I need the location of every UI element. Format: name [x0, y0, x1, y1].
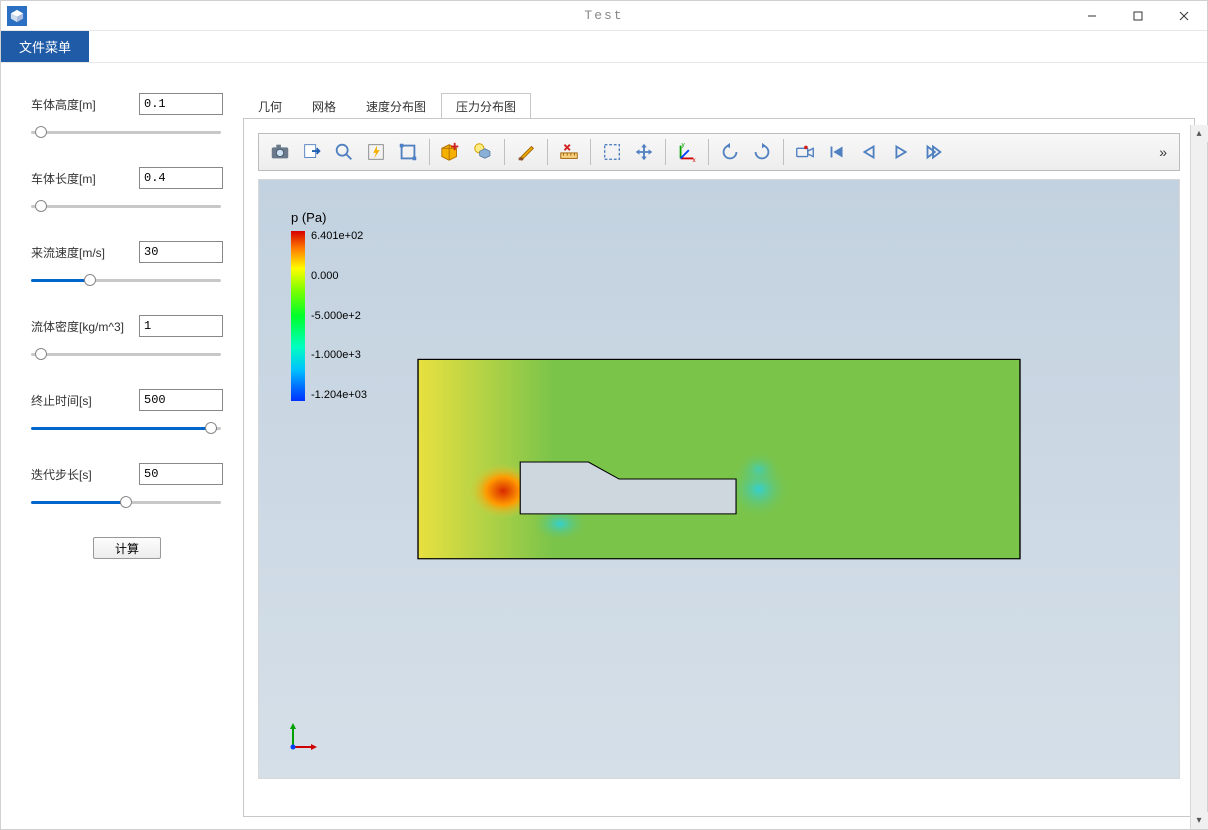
- param-label: 终止时间[s]: [31, 392, 131, 409]
- param-slider[interactable]: [31, 130, 221, 134]
- flash-box-icon[interactable]: [361, 137, 391, 167]
- toolbar-separator: [590, 139, 591, 165]
- maximize-button[interactable]: [1115, 1, 1161, 31]
- viz-canvas[interactable]: p (Pa) 6.401e+020.000-5.000e+2-1.000e+3-…: [258, 179, 1180, 779]
- param-label: 来流速度[m/s]: [31, 244, 131, 261]
- calculate-button[interactable]: 计算: [93, 537, 161, 559]
- rotate-ccw-icon[interactable]: [715, 137, 745, 167]
- pressure-field-plot: [259, 180, 1179, 778]
- minimize-button[interactable]: [1069, 1, 1115, 31]
- content-area: 车体高度[m] 车体长度[m] 来流速度[m/s] 流体密度[kg/m^3] 终止时间[…: [1, 63, 1207, 829]
- rotate-cw-icon[interactable]: [747, 137, 777, 167]
- param-label: 迭代步长[s]: [31, 466, 131, 483]
- viz-toolbar: yx»: [258, 133, 1180, 171]
- param-row: 迭代步长[s]: [31, 463, 223, 509]
- visualization-container: yx» p (Pa) 6.401e+020.000-5.000e+2-1.000…: [243, 118, 1195, 817]
- param-input[interactable]: [139, 241, 223, 263]
- cube-plus-icon[interactable]: [436, 137, 466, 167]
- param-input[interactable]: [139, 389, 223, 411]
- param-slider[interactable]: [31, 204, 221, 208]
- param-row: 车体高度[m]: [31, 93, 223, 139]
- camera-icon[interactable]: [265, 137, 295, 167]
- brush-icon[interactable]: [511, 137, 541, 167]
- bulb-3d-icon[interactable]: [468, 137, 498, 167]
- axis-reset-icon[interactable]: yx: [672, 137, 702, 167]
- svg-text:y: y: [682, 142, 686, 149]
- param-row: 终止时间[s]: [31, 389, 223, 435]
- param-slider[interactable]: [31, 500, 221, 504]
- toolbar-separator: [547, 139, 548, 165]
- param-slider[interactable]: [31, 426, 221, 430]
- tab[interactable]: 压力分布图: [441, 93, 531, 119]
- window-controls: [1069, 1, 1207, 31]
- toolbar-separator: [708, 139, 709, 165]
- toolbar-separator: [429, 139, 430, 165]
- parameters-panel: 车体高度[m] 车体长度[m] 来流速度[m/s] 流体密度[kg/m^3] 终止时间[…: [13, 93, 223, 817]
- svg-text:x: x: [693, 157, 697, 163]
- toolbar-separator: [504, 139, 505, 165]
- skip-first-icon[interactable]: [822, 137, 852, 167]
- select-dashed-icon[interactable]: [597, 137, 627, 167]
- window-title: Test: [584, 8, 623, 23]
- tab[interactable]: 网格: [297, 93, 351, 119]
- menu-file[interactable]: 文件菜单: [1, 31, 89, 62]
- scroll-up-icon[interactable]: ▴: [1191, 125, 1208, 142]
- play-icon[interactable]: [886, 137, 916, 167]
- app-window: Test 文件菜单 车体高度[m] 车体长度[m] 来流速度[m/s] 流体密度[kg…: [0, 0, 1208, 830]
- toolbar-overflow-icon[interactable]: »: [1153, 144, 1173, 160]
- main-panel: 几何网格速度分布图压力分布图 yx» p (Pa) 6.401e+020.000…: [243, 93, 1195, 817]
- tab[interactable]: 速度分布图: [351, 93, 441, 119]
- param-input[interactable]: [139, 93, 223, 115]
- move-arrows-icon[interactable]: [629, 137, 659, 167]
- param-label: 车体长度[m]: [31, 170, 131, 187]
- param-label: 流体密度[kg/m^3]: [31, 318, 131, 335]
- step-back-icon[interactable]: [854, 137, 884, 167]
- video-camera-icon[interactable]: [790, 137, 820, 167]
- ruler-x-icon[interactable]: [554, 137, 584, 167]
- scroll-thumb[interactable]: [1192, 142, 1207, 812]
- toolbar-separator: [783, 139, 784, 165]
- param-row: 来流速度[m/s]: [31, 241, 223, 287]
- tabs: 几何网格速度分布图压力分布图: [243, 93, 1195, 119]
- export-icon[interactable]: [297, 137, 327, 167]
- app-icon: [7, 6, 27, 26]
- param-row: 车体长度[m]: [31, 167, 223, 213]
- titlebar: Test: [1, 1, 1207, 31]
- scroll-down-icon[interactable]: ▾: [1191, 812, 1208, 829]
- param-slider[interactable]: [31, 352, 221, 356]
- zoom-icon[interactable]: [329, 137, 359, 167]
- param-label: 车体高度[m]: [31, 96, 131, 113]
- param-input[interactable]: [139, 315, 223, 337]
- tab[interactable]: 几何: [243, 93, 297, 119]
- param-slider[interactable]: [31, 278, 221, 282]
- toolbar-separator: [665, 139, 666, 165]
- axis-tripod-icon: [287, 719, 321, 758]
- param-row: 流体密度[kg/m^3]: [31, 315, 223, 361]
- param-input[interactable]: [139, 167, 223, 189]
- close-button[interactable]: [1161, 1, 1207, 31]
- step-forward-icon[interactable]: [918, 137, 948, 167]
- menubar: 文件菜单: [1, 31, 1207, 63]
- vertical-scrollbar[interactable]: ▴ ▾: [1190, 125, 1207, 829]
- select-box-icon[interactable]: [393, 137, 423, 167]
- param-input[interactable]: [139, 463, 223, 485]
